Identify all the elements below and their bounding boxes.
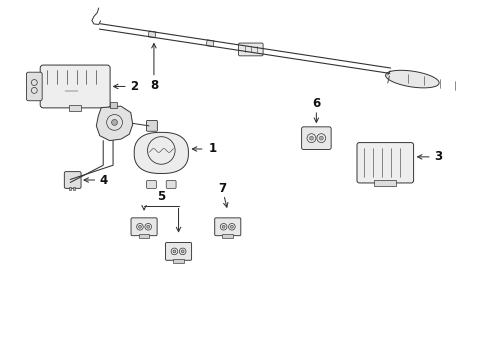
Polygon shape	[385, 70, 438, 88]
FancyBboxPatch shape	[146, 180, 156, 188]
FancyBboxPatch shape	[165, 243, 191, 260]
Text: 3: 3	[433, 150, 441, 163]
FancyBboxPatch shape	[26, 72, 42, 101]
Circle shape	[173, 250, 176, 253]
Bar	[69, 105, 81, 111]
Bar	[173, 259, 183, 262]
Polygon shape	[96, 106, 132, 141]
Bar	[222, 234, 233, 238]
Circle shape	[230, 225, 233, 228]
FancyBboxPatch shape	[356, 143, 413, 183]
Polygon shape	[134, 132, 188, 174]
Circle shape	[319, 136, 323, 140]
FancyBboxPatch shape	[131, 218, 157, 236]
FancyBboxPatch shape	[301, 127, 330, 149]
Bar	[139, 234, 149, 238]
FancyBboxPatch shape	[64, 172, 81, 188]
Text: 1: 1	[208, 143, 217, 156]
Text: 7: 7	[217, 182, 225, 195]
Circle shape	[111, 120, 117, 125]
Circle shape	[309, 136, 313, 140]
FancyBboxPatch shape	[166, 180, 176, 188]
Bar	[374, 180, 395, 186]
Text: 8: 8	[149, 79, 158, 92]
Bar	[69, 187, 71, 190]
Bar	[148, 31, 156, 38]
FancyBboxPatch shape	[146, 121, 157, 131]
FancyBboxPatch shape	[238, 43, 263, 56]
Bar	[206, 40, 214, 47]
Text: 5: 5	[157, 190, 165, 203]
Circle shape	[138, 225, 141, 228]
Text: 2: 2	[130, 80, 138, 93]
Circle shape	[222, 225, 224, 228]
Bar	[109, 102, 117, 108]
Circle shape	[181, 250, 183, 253]
Text: 6: 6	[312, 97, 320, 110]
FancyBboxPatch shape	[40, 65, 110, 108]
Bar	[73, 187, 75, 190]
FancyBboxPatch shape	[214, 218, 240, 236]
Text: 4: 4	[100, 174, 108, 186]
Circle shape	[146, 225, 149, 228]
